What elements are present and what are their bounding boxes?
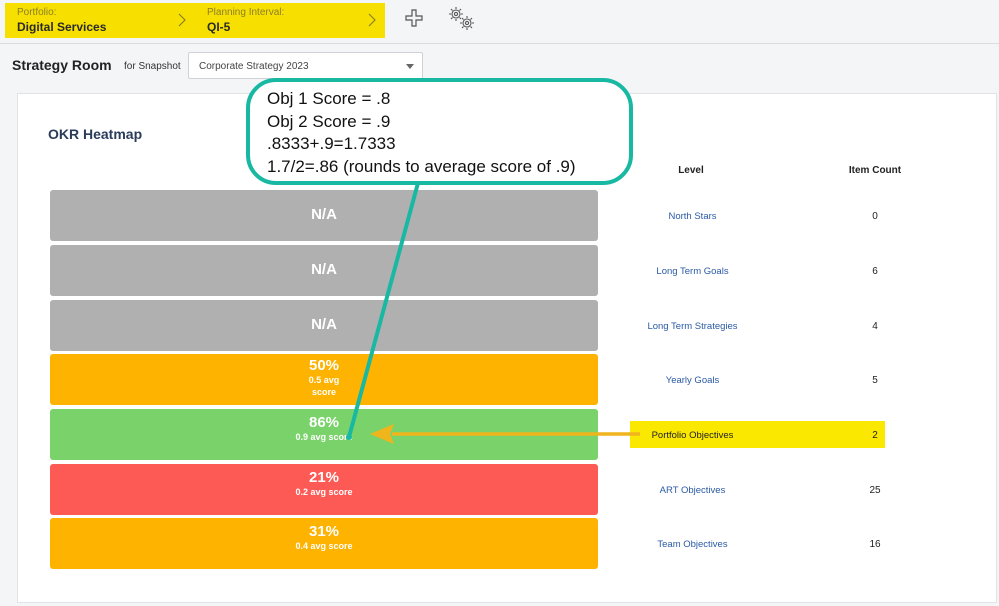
- heat-row-value: N/A: [311, 261, 337, 278]
- page-title: Strategy Room: [12, 57, 112, 73]
- snapshot-select[interactable]: Corporate Strategy 2023: [188, 52, 423, 79]
- heatmap-title: OKR Heatmap: [48, 126, 143, 142]
- heat-row-long-term-goals[interactable]: N/A: [50, 245, 598, 296]
- snapshot-label: for Snapshot: [124, 61, 181, 72]
- breadcrumb-planning-interval-value: QI-5: [207, 20, 231, 34]
- callout-line: Obj 2 Score = .9: [267, 111, 391, 131]
- item-count-team-objectives: 16: [869, 539, 881, 550]
- heat-row-avg-score-suffix: score: [311, 387, 337, 397]
- callout-line: Obj 1 Score = .8: [267, 89, 391, 108]
- heat-row-percent: 21%: [308, 469, 340, 486]
- level-link-long-term-strategies[interactable]: Long Term Strategies: [647, 321, 738, 332]
- breadcrumb-planning-interval-label: Planning Interval:: [207, 7, 285, 18]
- chevron-right-icon: [368, 13, 376, 27]
- heat-row-value: N/A: [311, 316, 337, 333]
- breadcrumb-portfolio-value: Digital Services: [17, 20, 107, 34]
- item-count-art-objectives: 25: [869, 485, 881, 496]
- heat-row-team-objectives[interactable]: 31% 0.4 avg score: [50, 518, 598, 569]
- heat-row-north-stars[interactable]: N/A: [50, 190, 598, 241]
- heat-row-avg-score: 0.9 avg score: [295, 432, 353, 442]
- breadcrumb-portfolio-label: Portfolio:: [17, 7, 57, 18]
- heat-row-percent: 86%: [308, 414, 340, 431]
- heat-row-art-objectives[interactable]: 21% 0.2 avg score: [50, 464, 598, 515]
- caret-down-icon: [406, 64, 414, 69]
- row-highlight: [630, 421, 885, 448]
- item-count-long-term-goals: 6: [872, 266, 878, 277]
- column-header-level: Level: [678, 165, 704, 176]
- callout-bubble: Obj 1 Score = .8 Obj 2 Score = .9 .8333+…: [246, 78, 633, 185]
- plus-icon[interactable]: [404, 8, 424, 28]
- item-count-north-stars: 0: [872, 211, 878, 222]
- column-header-item-count: Item Count: [848, 165, 902, 176]
- top-bar: Portfolio: Digital Services Planning Int…: [0, 0, 999, 44]
- heat-row-avg-score: 0.4 avg score: [295, 541, 353, 551]
- heat-row-portfolio-objectives[interactable]: 86% 0.9 avg score: [50, 409, 598, 460]
- heat-row-percent: 31%: [308, 523, 340, 540]
- item-count-portfolio-objectives: 2: [872, 430, 878, 441]
- heat-row-yearly-goals[interactable]: 50% 0.5 avg score: [50, 354, 598, 405]
- level-link-portfolio-objectives[interactable]: Portfolio Objectives: [651, 430, 734, 441]
- item-count-yearly-goals: 5: [872, 375, 878, 386]
- level-link-north-stars[interactable]: North Stars: [668, 211, 717, 222]
- heat-row-percent: 50%: [308, 357, 340, 374]
- heat-row-value: N/A: [311, 206, 337, 223]
- snapshot-select-value: Corporate Strategy 2023: [199, 61, 309, 72]
- item-count-long-term-strategies: 4: [872, 321, 878, 332]
- heat-row-long-term-strategies[interactable]: N/A: [50, 300, 598, 351]
- gear-icon[interactable]: [446, 5, 476, 31]
- heat-row-avg-score: 0.2 avg score: [295, 487, 353, 497]
- level-link-long-term-goals[interactable]: Long Term Goals: [656, 266, 729, 277]
- breadcrumb-planning-interval[interactable]: Planning Interval: QI-5: [195, 3, 385, 38]
- breadcrumb-portfolio[interactable]: Portfolio: Digital Services: [5, 3, 195, 38]
- level-link-art-objectives[interactable]: ART Objectives: [659, 485, 726, 496]
- callout-line: 1.7/2=.86 (rounds to average score of .9…: [267, 156, 576, 176]
- chevron-right-icon: [178, 13, 186, 27]
- heat-row-avg-score: 0.5 avg: [308, 375, 340, 385]
- callout-line: .8333+.9=1.7333: [267, 134, 396, 153]
- level-link-team-objectives[interactable]: Team Objectives: [657, 539, 728, 550]
- level-link-yearly-goals[interactable]: Yearly Goals: [665, 375, 720, 386]
